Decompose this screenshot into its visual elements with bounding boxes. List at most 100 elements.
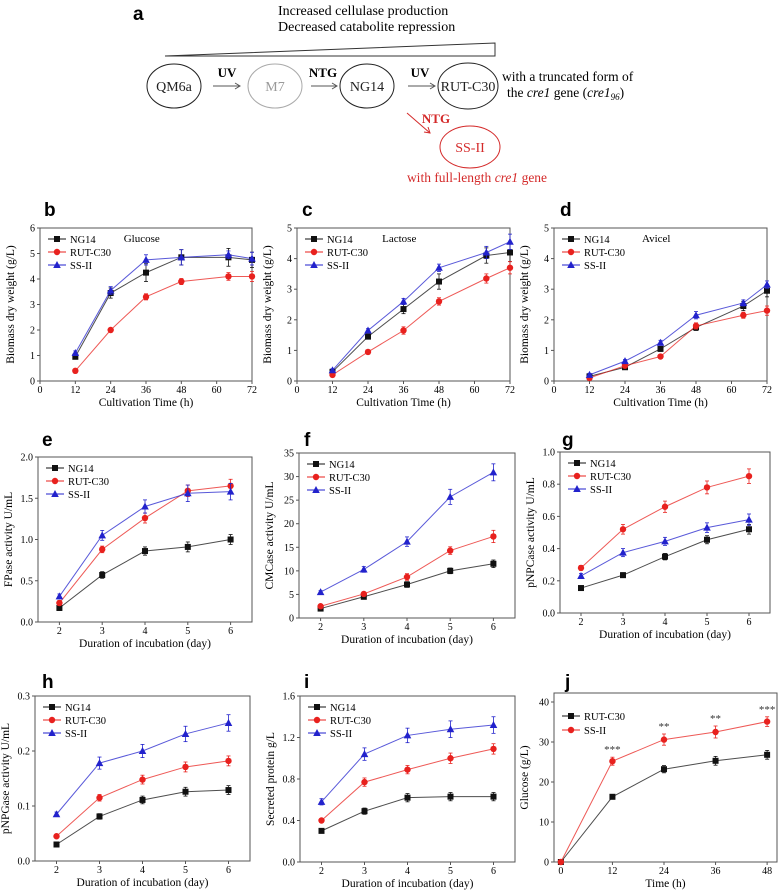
y-tick-label: 0.6: [543, 512, 556, 523]
data-point: [660, 736, 668, 743]
y-tick-label: 10: [284, 566, 294, 577]
series-line: [332, 241, 511, 371]
y-tick-label: 3: [544, 285, 549, 296]
data-point: [361, 778, 368, 786]
series-line: [74, 254, 253, 354]
y-tick-label: 4: [287, 254, 292, 265]
legend-label: SS-II: [70, 261, 93, 272]
legend-marker: [312, 473, 320, 481]
data-point: [248, 273, 256, 280]
x-tick-label: 24: [659, 866, 669, 877]
legend-label: SS-II: [329, 486, 352, 497]
chart-f: f 2 3 4 5 6 0 5 10 15 20 25 30 35 Duration of incubati…: [264, 430, 516, 646]
series-ng14: [56, 534, 234, 611]
data-point: [99, 546, 106, 553]
chart-j: j 0 12 24 36 48 0 10 20 30 40 Time (h) Glucose (g/L)…: [519, 672, 778, 890]
data-point: [435, 298, 443, 305]
x-tick-label: 2: [318, 622, 323, 633]
y-tick-label: 5: [287, 224, 292, 235]
series-ng14: [329, 242, 513, 375]
diagram-panel-a: a Increased cellulase production Decreas…: [133, 4, 634, 185]
x-tick-label: 5: [448, 866, 453, 877]
legend-label: RUT-C30: [590, 472, 631, 483]
data-point: [361, 808, 368, 815]
data-point: [55, 592, 64, 600]
y-tick-label: 1: [30, 351, 35, 362]
x-tick-label: 4: [405, 866, 410, 877]
arrow-label-uv-1: UV: [218, 65, 237, 80]
panel-label-c: c: [302, 200, 313, 221]
x-tick-label: 4: [663, 617, 668, 628]
data-point: [446, 725, 455, 733]
legend-label: SS-II: [68, 490, 91, 501]
data-point: [745, 472, 753, 480]
y-tick-label: 15: [284, 543, 294, 554]
x-tick-label: 48: [762, 866, 772, 877]
data-point: [225, 787, 232, 794]
y-tick-label: 4: [30, 275, 35, 286]
data-point: [53, 833, 60, 840]
node-ng14: [339, 63, 395, 109]
x-tick-label: 72: [505, 385, 515, 396]
y-tick-label: 2: [544, 315, 549, 326]
y-tick-label: 0.0: [283, 858, 296, 869]
node-qm6a: [146, 63, 202, 109]
data-point: [71, 348, 80, 356]
data-point: [360, 590, 367, 598]
x-tick-label: 12: [585, 385, 595, 396]
data-point: [739, 298, 748, 306]
data-point: [182, 788, 189, 795]
legend-marker: [313, 461, 319, 467]
x-tick-label: 48: [691, 385, 701, 396]
series-ss-ii: [317, 716, 498, 806]
panel-label-b: b: [44, 200, 56, 221]
data-point: [661, 537, 669, 545]
data-point: [507, 249, 513, 256]
data-point: [490, 793, 497, 800]
legend-label: SS-II: [330, 729, 353, 740]
legend-marker: [313, 729, 321, 736]
data-point: [404, 794, 411, 801]
data-point: [99, 571, 106, 578]
ntg-arrowhead: [423, 126, 431, 134]
data-point: [489, 721, 498, 729]
data-point: [483, 275, 490, 282]
panel-label-a: a: [133, 4, 144, 25]
data-point: [318, 817, 325, 824]
series-line: [321, 748, 494, 821]
x-tick-label: 6: [747, 617, 752, 628]
ntg-arrow-red: [406, 112, 431, 134]
x-tick-label: 36: [711, 866, 721, 877]
y-tick-label: 5: [30, 249, 35, 260]
data-point: [400, 327, 407, 334]
y-tick-label: 0.4: [283, 816, 296, 827]
data-point: [142, 255, 150, 263]
x-axis-label: Duration of incubation (day): [599, 629, 731, 641]
series-ng14: [318, 792, 497, 834]
y-tick-label: 0: [289, 614, 294, 625]
node-qm6a-label: QM6a: [156, 80, 193, 95]
x-tick-label: 48: [176, 385, 186, 396]
data-point: [106, 286, 115, 294]
data-point: [763, 307, 771, 314]
data-point: [447, 567, 454, 574]
data-point: [224, 250, 233, 258]
legend-marker: [54, 236, 60, 242]
series-line: [589, 310, 768, 379]
legend-marker: [574, 460, 580, 466]
x-tick-label: 4: [143, 626, 148, 637]
y-tick-label: 1: [544, 346, 549, 357]
data-point: [227, 536, 234, 543]
y-tick-label: 0: [287, 377, 292, 388]
data-point: [660, 766, 667, 773]
series-ss-ii: [328, 233, 514, 374]
x-tick-label: 2: [57, 626, 62, 637]
plot-frame: [553, 692, 778, 863]
node-rut-c30: [437, 62, 499, 110]
legend-label: NG14: [68, 464, 94, 475]
series-line: [580, 519, 750, 577]
y-tick-label: 0.3: [18, 692, 31, 703]
data-point: [703, 484, 711, 491]
legend-marker: [568, 713, 574, 719]
y-tick-label: 3: [30, 300, 35, 311]
